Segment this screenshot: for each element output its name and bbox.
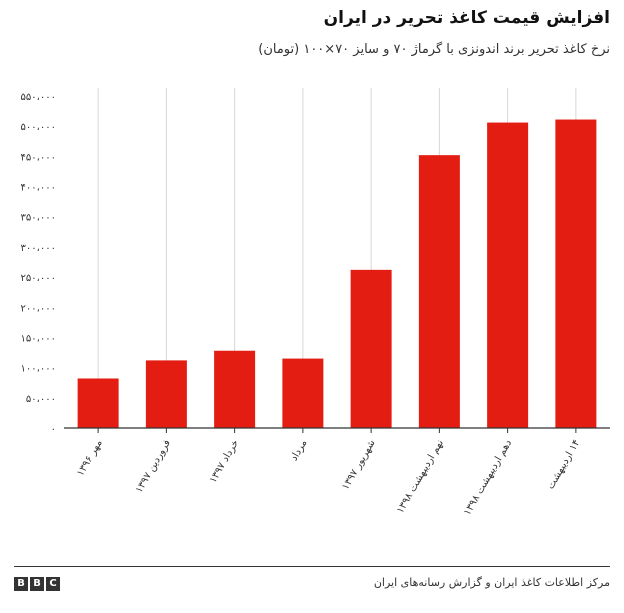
x-tick-label: دهم اردیبهشت ۱۳۹۸ [462, 438, 514, 517]
bar [487, 122, 529, 428]
bar [418, 155, 460, 428]
chart-title: افزایش قیمت کاغذ تحریر در ایران [323, 8, 610, 28]
bbc-logo-letter: B [30, 577, 44, 591]
bbc-logo-letter: B [14, 577, 28, 591]
source-note: مرکز اطلاعات کاغذ ایران و گزارش رسانه‌ها… [373, 576, 610, 589]
x-tick-label: مرداد [289, 438, 310, 463]
y-tick-label: ۳۵۰،۰۰۰ [21, 213, 56, 224]
y-tick-label: ۱۵۰،۰۰۰ [21, 333, 56, 344]
y-tick-label: ۲۵۰،۰۰۰ [21, 273, 56, 284]
y-tick-label: ۰ [51, 424, 56, 435]
chart-subtitle: نرخ کاغذ تحریر برند اندونزی با گرماژ ۷۰ … [258, 42, 610, 57]
x-tick-label: ۱۴ اردیبهشت [545, 438, 582, 491]
bar [555, 119, 597, 429]
y-tick-label: ۱۰۰،۰۰۰ [21, 364, 56, 375]
bar-chart: ۰ ۵۰،۰۰۰ ۱۰۰،۰۰۰ ۱۵۰،۰۰۰ ۲۰۰،۰۰۰ ۲۵۰،۰۰۰ ۳۰۰،۰… [21, 88, 610, 517]
y-tick-label: ۵۰،۰۰۰ [26, 394, 56, 405]
y-tick-label: ۵۰۰،۰۰۰ [21, 122, 56, 133]
bbc-logo-letter: C [46, 577, 60, 591]
x-tick-label: فروردین ۱۳۹۷ [134, 438, 173, 495]
x-tick-label: شهریور ۱۳۹۷ [340, 438, 378, 492]
y-tick-label: ۵۵۰،۰۰۰ [21, 92, 56, 103]
x-tick-label: مهر ۱۳۹۶ [75, 438, 105, 478]
y-tick-label: ۲۰۰،۰۰۰ [21, 303, 56, 314]
y-tick-label: ۳۰۰،۰۰۰ [21, 243, 56, 254]
footer-divider [14, 566, 610, 567]
bar [214, 350, 256, 428]
bar [145, 360, 187, 428]
bar [350, 269, 392, 428]
x-tick-label: خرداد ۱۳۹۷ [208, 438, 242, 485]
y-tick-label: ۴۵۰،۰۰۰ [21, 152, 56, 163]
y-tick-label: ۴۰۰،۰۰۰ [21, 183, 56, 194]
bar [282, 358, 324, 428]
bar [77, 378, 119, 428]
x-tick-label: نهم اردیبهشت ۱۳۹۸ [395, 438, 446, 515]
bbc-logo: B B C [14, 577, 60, 591]
